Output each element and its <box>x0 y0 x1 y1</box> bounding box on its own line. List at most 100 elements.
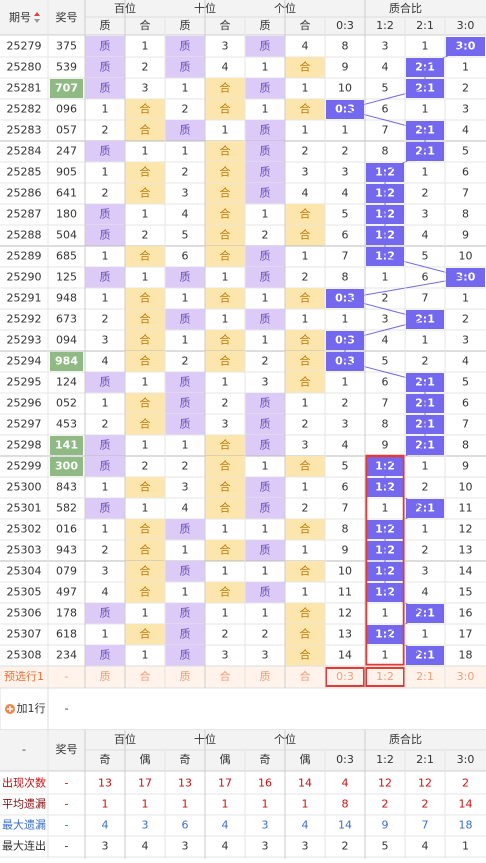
position-cell: 质 <box>260 145 271 158</box>
preselect-cell[interactable]: 合 <box>220 669 231 683</box>
ratio-cell: 4 <box>382 61 389 74</box>
ratio-cell: 1 <box>422 40 429 53</box>
number: 948 <box>56 292 77 305</box>
number: 125 <box>56 271 77 284</box>
stats-value: 2 <box>462 777 469 790</box>
position-cell: 合 <box>140 564 151 578</box>
position-cell: 合 <box>220 543 231 557</box>
position-cell: 合 <box>140 123 151 137</box>
prime-cell <box>165 519 205 540</box>
position-cell: 质 <box>100 145 111 158</box>
position-cell: 质 <box>260 187 271 200</box>
stats-value: 4 <box>102 819 109 832</box>
ratio-cell: 2 <box>422 355 429 368</box>
ratio-cell: 4 <box>342 187 349 200</box>
prime-cell <box>165 309 205 330</box>
composite-cell <box>205 183 245 204</box>
position-cell: 合 <box>140 522 151 536</box>
preselect-cell[interactable]: 合 <box>140 669 151 683</box>
ratio-cell: 1 <box>422 166 429 179</box>
ratio-cell: 10 <box>459 250 473 263</box>
position-cell: 1 <box>102 292 109 305</box>
position-cell: 质 <box>180 565 191 578</box>
number: 943 <box>56 544 77 557</box>
position-cell: 合 <box>140 543 151 557</box>
position-cell: 1 <box>262 61 269 74</box>
stats-number-header: 奖号 <box>56 742 78 756</box>
stats-number: - <box>65 819 69 832</box>
preselect-cell[interactable]: 0:3 <box>336 670 354 683</box>
position-cell: 1 <box>142 376 149 389</box>
position-cell: 3 <box>222 40 229 53</box>
position-cell: 合 <box>300 648 311 662</box>
preselect-cell[interactable]: 质 <box>260 670 271 683</box>
hot-number-bg <box>50 436 83 455</box>
ratio-cell: 10 <box>459 481 473 494</box>
position-cell: 质 <box>260 250 271 263</box>
preselect-cell[interactable]: 质 <box>100 670 111 683</box>
position-cell: 4 <box>102 586 109 599</box>
red-box <box>364 454 406 667</box>
composite-cell <box>205 288 245 309</box>
ratio-cell: 4 <box>422 586 429 599</box>
number: 453 <box>56 418 77 431</box>
stats-value: 12 <box>378 777 392 790</box>
composite-cell <box>125 162 165 183</box>
position-cell: 合 <box>140 165 151 179</box>
prime-cell <box>165 120 205 141</box>
add-row-button[interactable]: 加1行 <box>17 702 46 715</box>
number: 079 <box>56 565 77 578</box>
stats-number: - <box>65 840 69 853</box>
ratio-cell: 5 <box>422 250 429 263</box>
sub-header: 1:2 <box>376 753 394 766</box>
position-cell: 1 <box>262 103 269 116</box>
composite-cell <box>205 78 245 99</box>
header-period[interactable]: 期号 <box>9 11 31 24</box>
position-cell: 质 <box>180 271 191 284</box>
ratio-cell: 5 <box>462 376 469 389</box>
position-cell: 1 <box>302 544 309 557</box>
group-header: 质合比 <box>389 1 422 15</box>
preselect-cell[interactable]: 质 <box>180 670 191 683</box>
ratio-cell: 7 <box>342 250 349 263</box>
position-cell: 质 <box>180 607 191 620</box>
period: 25308 <box>7 649 42 662</box>
period: 25288 <box>7 229 42 242</box>
prime-cell <box>165 372 205 393</box>
position-cell: 1 <box>262 523 269 536</box>
position-cell: 3 <box>102 565 109 578</box>
preselect-label[interactable]: 预选行1 <box>4 670 44 683</box>
ratio-cell: 9 <box>342 61 349 74</box>
position-cell: 1 <box>102 628 109 641</box>
position-cell: 质 <box>260 418 271 431</box>
preselect-bg <box>0 666 486 688</box>
position-cell: 2 <box>302 502 309 515</box>
ratio-cell: 1 <box>382 271 389 284</box>
position-cell: 合 <box>220 354 231 368</box>
position-cell: 质 <box>100 61 111 74</box>
number: 539 <box>56 61 77 74</box>
position-cell: 4 <box>302 40 309 53</box>
number: 504 <box>56 229 77 242</box>
period: 25279 <box>7 40 42 53</box>
position-cell: 质 <box>260 166 271 179</box>
position-cell: 合 <box>220 480 231 494</box>
preselect-cell[interactable]: 1:2 <box>376 670 394 683</box>
position-cell: 合 <box>140 480 151 494</box>
stats-value: 5 <box>382 840 389 853</box>
sort-icon <box>34 19 40 23</box>
position-cell: 质 <box>180 124 191 137</box>
stats-value: 4 <box>422 840 429 853</box>
preselect-cell[interactable]: 合 <box>300 669 311 683</box>
ratio-cell: 1 <box>422 460 429 473</box>
group-header: 质合比 <box>389 732 422 746</box>
preselect-cell[interactable]: 3:0 <box>457 670 475 683</box>
preselect-cell[interactable]: 2:1 <box>416 670 434 683</box>
number: 124 <box>56 376 77 389</box>
ratio-cell: 3 <box>422 565 429 578</box>
stats-value: 17 <box>218 777 232 790</box>
position-cell: 1 <box>102 481 109 494</box>
position-cell: 质 <box>260 271 271 284</box>
position-cell: 1 <box>262 565 269 578</box>
composite-cell <box>125 309 165 330</box>
